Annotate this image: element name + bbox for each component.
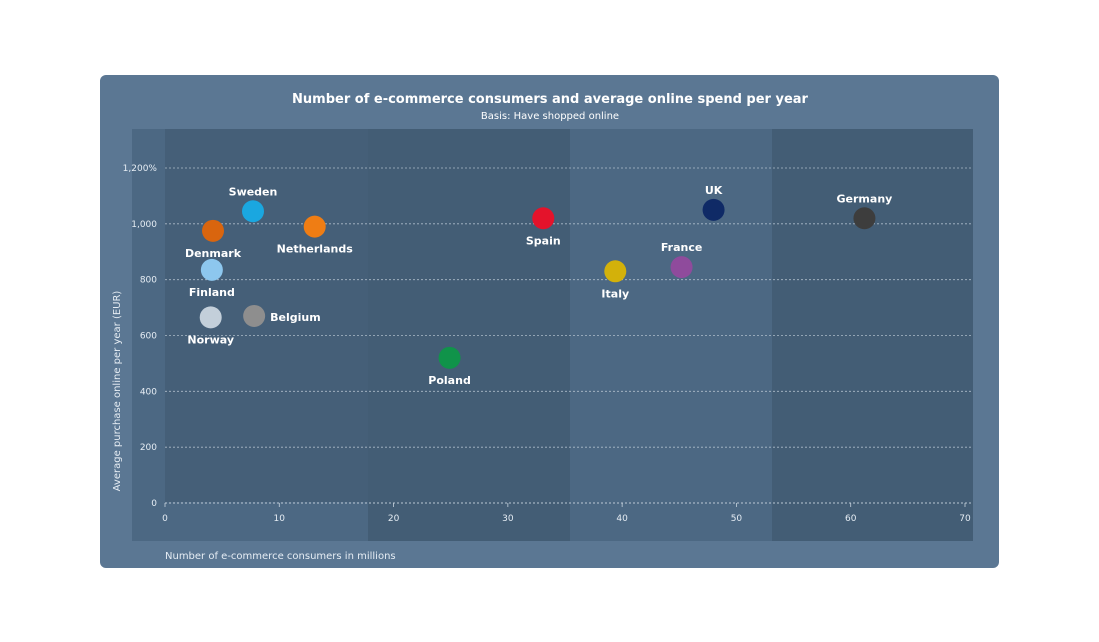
data-points: Sweden Denmark Netherlands Finland Norway Bel…	[185, 184, 892, 387]
x-tick-label: 60	[845, 514, 857, 524]
data-point-germany[interactable]	[853, 207, 876, 230]
data-point-italy[interactable]	[604, 260, 627, 283]
data-point-sweden[interactable]	[242, 200, 264, 223]
data-label-netherlands: Netherlands	[277, 243, 354, 256]
data-point-finland[interactable]	[200, 258, 223, 281]
x-axis-label: Number of e-commerce consumers in millio…	[165, 551, 396, 562]
x-tick-label: 0	[162, 514, 168, 524]
y-tick-label: 600	[140, 332, 157, 342]
x-tick-label: 30	[502, 514, 514, 524]
chart-subtitle: Basis: Have shopped online	[481, 111, 619, 122]
data-label-belgium: Belgium	[270, 311, 321, 324]
background-band	[165, 129, 368, 502]
data-label-denmark: Denmark	[185, 247, 242, 260]
x-tick-label: 70	[959, 514, 971, 524]
chart-title: Number of e-commerce consumers and avera…	[292, 92, 809, 107]
data-point-spain[interactable]	[532, 207, 555, 230]
scatter-chart: 0 200 400 600 800 1,000 1,200% 0 10 20 30 40 50 60 70…	[112, 92, 973, 562]
x-tick-label: 40	[616, 514, 628, 524]
y-axis-ticks: 0 200 400 600 800 1,000 1,200%	[123, 164, 158, 509]
y-tick-label: 800	[140, 276, 157, 286]
data-point-netherlands[interactable]	[303, 215, 326, 238]
y-tick-label: 1,000	[131, 220, 157, 230]
data-point-belgium[interactable]	[243, 304, 266, 327]
data-label-sweden: Sweden	[229, 185, 278, 198]
gridlines	[165, 167, 973, 504]
data-label-spain: Spain	[526, 234, 561, 247]
x-tick-label: 20	[388, 514, 400, 524]
y-tick-label: 0	[151, 499, 157, 509]
data-label-france: France	[661, 241, 702, 254]
data-label-poland: Poland	[428, 374, 471, 387]
y-tick-label: 400	[140, 387, 157, 397]
data-point-poland[interactable]	[438, 346, 461, 369]
chart-card: 0 200 400 600 800 1,000 1,200% 0 10 20 30 40 50 60 70…	[100, 75, 999, 568]
y-tick-label: 200	[140, 443, 157, 453]
x-tick-label: 50	[731, 514, 743, 524]
data-label-finland: Finland	[189, 286, 235, 299]
data-label-germany: Germany	[837, 192, 893, 205]
data-label-italy: Italy	[601, 287, 629, 300]
x-axis-ticks: 0 10 20 30 40 50 60 70	[162, 503, 971, 524]
y-tick-label: 1,200%	[123, 164, 158, 174]
background-bands	[132, 129, 973, 541]
background-band	[772, 129, 973, 541]
x-tick-label: 10	[274, 514, 286, 524]
data-point-norway[interactable]	[199, 306, 222, 329]
data-point-uk[interactable]	[702, 198, 725, 221]
data-point-france[interactable]	[670, 256, 693, 279]
background-band	[368, 129, 570, 541]
data-label-norway: Norway	[187, 333, 234, 346]
data-label-uk: UK	[705, 184, 723, 197]
y-axis-label: Average purchase online per year (EUR)	[112, 291, 123, 492]
background-band	[570, 129, 772, 541]
data-point-denmark[interactable]	[202, 219, 224, 242]
